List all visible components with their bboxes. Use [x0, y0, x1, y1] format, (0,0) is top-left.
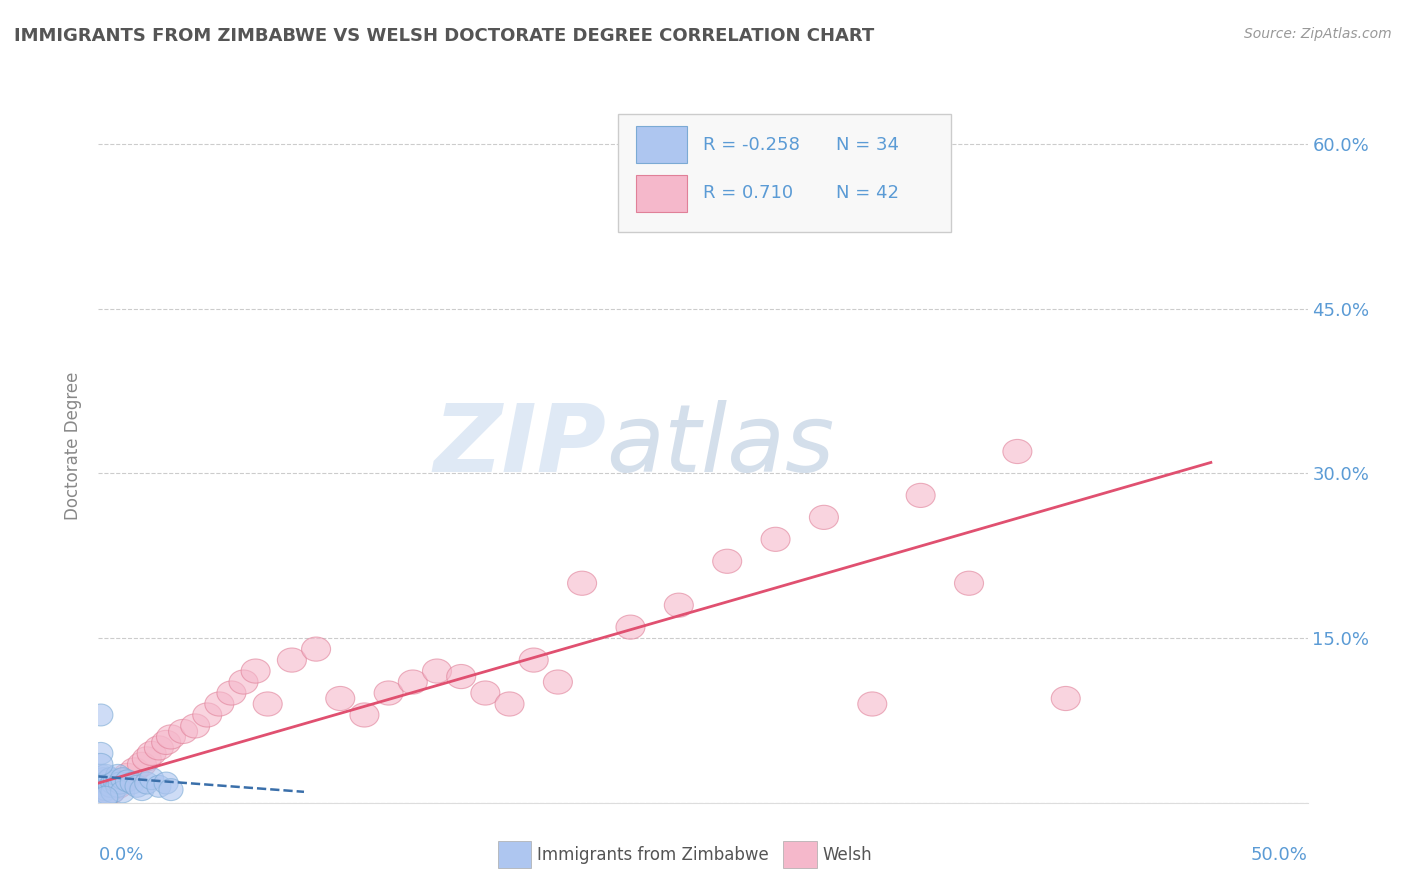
Ellipse shape — [96, 780, 125, 804]
Text: N = 34: N = 34 — [837, 136, 898, 153]
Ellipse shape — [98, 768, 122, 789]
Ellipse shape — [374, 681, 404, 705]
Ellipse shape — [810, 505, 838, 530]
Ellipse shape — [91, 768, 115, 789]
Ellipse shape — [277, 648, 307, 673]
Text: Immigrants from Zimbabwe: Immigrants from Zimbabwe — [537, 846, 769, 863]
Ellipse shape — [89, 754, 112, 775]
Ellipse shape — [205, 692, 233, 716]
Ellipse shape — [193, 703, 222, 727]
Ellipse shape — [125, 775, 149, 797]
Ellipse shape — [713, 549, 742, 574]
Ellipse shape — [905, 483, 935, 508]
Ellipse shape — [89, 742, 112, 764]
Text: Welsh: Welsh — [823, 846, 872, 863]
Ellipse shape — [89, 704, 112, 726]
Text: Source: ZipAtlas.com: Source: ZipAtlas.com — [1244, 27, 1392, 41]
Ellipse shape — [664, 593, 693, 617]
Ellipse shape — [132, 747, 162, 771]
Ellipse shape — [94, 772, 118, 794]
Ellipse shape — [129, 779, 155, 801]
Ellipse shape — [101, 772, 125, 794]
Ellipse shape — [96, 770, 120, 792]
Ellipse shape — [98, 775, 122, 797]
Ellipse shape — [350, 703, 380, 727]
Ellipse shape — [471, 681, 501, 705]
Ellipse shape — [108, 772, 132, 794]
Ellipse shape — [253, 692, 283, 716]
Ellipse shape — [447, 665, 475, 689]
Ellipse shape — [398, 670, 427, 694]
Ellipse shape — [120, 758, 149, 782]
Ellipse shape — [155, 772, 179, 794]
Ellipse shape — [94, 764, 118, 787]
Ellipse shape — [301, 637, 330, 661]
Ellipse shape — [103, 774, 132, 798]
Ellipse shape — [135, 772, 159, 794]
Ellipse shape — [229, 670, 259, 694]
Ellipse shape — [139, 768, 163, 789]
Ellipse shape — [169, 719, 198, 744]
Ellipse shape — [156, 725, 186, 749]
Ellipse shape — [96, 783, 120, 805]
Text: IMMIGRANTS FROM ZIMBABWE VS WELSH DOCTORATE DEGREE CORRELATION CHART: IMMIGRANTS FROM ZIMBABWE VS WELSH DOCTOR… — [14, 27, 875, 45]
Text: atlas: atlas — [606, 401, 835, 491]
Ellipse shape — [159, 779, 183, 801]
Ellipse shape — [115, 770, 139, 792]
Ellipse shape — [103, 770, 128, 792]
Ellipse shape — [120, 772, 145, 794]
FancyBboxPatch shape — [637, 127, 688, 163]
Ellipse shape — [111, 768, 135, 789]
Ellipse shape — [101, 780, 125, 803]
Text: R = -0.258: R = -0.258 — [703, 136, 800, 153]
Ellipse shape — [146, 775, 172, 797]
Ellipse shape — [422, 659, 451, 683]
Text: N = 42: N = 42 — [837, 185, 898, 202]
Text: 50.0%: 50.0% — [1251, 846, 1308, 863]
Ellipse shape — [87, 772, 111, 794]
Ellipse shape — [543, 670, 572, 694]
Ellipse shape — [326, 687, 354, 711]
Ellipse shape — [128, 752, 156, 776]
Ellipse shape — [89, 764, 112, 787]
Ellipse shape — [519, 648, 548, 673]
Ellipse shape — [90, 770, 114, 792]
Ellipse shape — [105, 775, 129, 797]
FancyBboxPatch shape — [619, 114, 950, 232]
Ellipse shape — [145, 736, 173, 760]
Ellipse shape — [94, 787, 118, 808]
Text: 0.0%: 0.0% — [98, 846, 143, 863]
Ellipse shape — [105, 764, 129, 787]
Ellipse shape — [761, 527, 790, 551]
Ellipse shape — [568, 571, 596, 595]
Ellipse shape — [858, 692, 887, 716]
Ellipse shape — [91, 775, 115, 797]
Ellipse shape — [111, 780, 135, 803]
Ellipse shape — [91, 780, 115, 803]
Ellipse shape — [955, 571, 984, 595]
Ellipse shape — [94, 779, 118, 801]
Ellipse shape — [240, 659, 270, 683]
Ellipse shape — [108, 769, 138, 793]
FancyBboxPatch shape — [637, 175, 688, 212]
Ellipse shape — [1002, 440, 1032, 464]
Text: R = 0.710: R = 0.710 — [703, 185, 793, 202]
Ellipse shape — [616, 615, 645, 640]
Ellipse shape — [112, 764, 142, 788]
Ellipse shape — [1052, 687, 1080, 711]
Ellipse shape — [217, 681, 246, 705]
Ellipse shape — [138, 741, 166, 765]
Ellipse shape — [180, 714, 209, 738]
Text: ZIP: ZIP — [433, 400, 606, 492]
Y-axis label: Doctorate Degree: Doctorate Degree — [65, 372, 83, 520]
Ellipse shape — [152, 731, 180, 755]
Ellipse shape — [495, 692, 524, 716]
